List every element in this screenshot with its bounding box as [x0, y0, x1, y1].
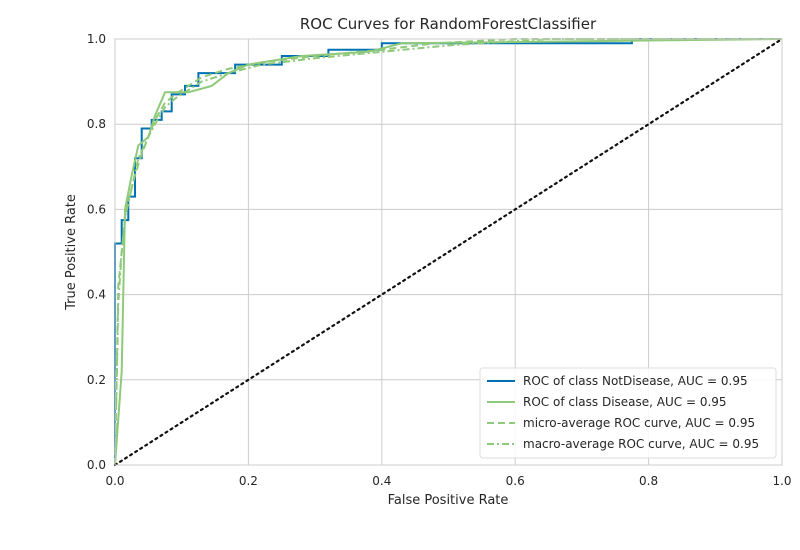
y-axis-label: True Positive Rate — [64, 194, 79, 311]
chart-title: ROC Curves for RandomForestClassifier — [300, 15, 597, 33]
legend-box — [479, 367, 777, 459]
x-tick-label: 0.0 — [105, 474, 124, 488]
series-layer — [113, 37, 784, 467]
plot-frame — [114, 38, 783, 466]
x-tick-label: 0.4 — [372, 474, 391, 488]
x-tick-label: 0.2 — [239, 474, 258, 488]
micro-average-line — [114, 38, 782, 466]
y-tick-label: 0.8 — [87, 117, 106, 131]
x-axis-label: False Positive Rate — [388, 493, 509, 508]
x-tick-label: 1.0 — [772, 474, 791, 488]
y-tick-label: 0.2 — [87, 373, 106, 387]
y-tick-label: 0.6 — [87, 202, 106, 216]
grid — [115, 39, 782, 465]
y-tick-label: 0.0 — [87, 458, 106, 472]
legend-label-notdisease: ROC of class NotDisease, AUC = 0.95 — [523, 374, 748, 388]
legend-label-macro: macro-average ROC curve, AUC = 0.95 — [523, 437, 759, 451]
legend: ROC of class NotDisease, AUC = 0.95 ROC … — [479, 367, 777, 459]
y-tick-label: 1.0 — [87, 32, 106, 46]
x-tick-label: 0.8 — [639, 474, 658, 488]
macro-average-line — [114, 38, 782, 466]
legend-label-micro: micro-average ROC curve, AUC = 0.95 — [523, 416, 755, 430]
x-tick-label: 0.6 — [506, 474, 525, 488]
tick-labels: 0.0 0.2 0.4 0.6 0.8 1.0 0.0 0.2 0.4 0.6 0.8 1.0 — [87, 32, 792, 488]
chance-diagonal-line — [113, 37, 784, 467]
y-tick-label: 0.4 — [87, 288, 106, 302]
legend-label-disease: ROC of class Disease, AUC = 0.95 — [523, 395, 727, 409]
